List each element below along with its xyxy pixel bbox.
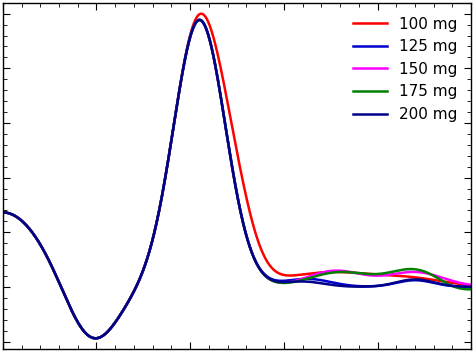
175 mg	[369, 272, 375, 276]
175 mg	[0, 210, 6, 214]
150 mg	[455, 280, 461, 284]
175 mg	[455, 286, 461, 290]
Line: 175 mg: 175 mg	[3, 20, 471, 338]
100 mg	[199, 12, 204, 16]
175 mg	[228, 158, 234, 163]
100 mg	[24, 224, 29, 228]
125 mg	[216, 82, 221, 86]
125 mg	[0, 210, 6, 214]
100 mg	[216, 56, 221, 61]
150 mg	[468, 283, 474, 287]
175 mg	[455, 286, 461, 290]
125 mg	[197, 18, 202, 22]
150 mg	[216, 82, 221, 86]
175 mg	[216, 82, 221, 86]
175 mg	[24, 224, 29, 228]
175 mg	[93, 336, 99, 340]
150 mg	[93, 336, 99, 340]
125 mg	[455, 284, 461, 289]
100 mg	[369, 272, 375, 276]
100 mg	[228, 119, 234, 123]
200 mg	[228, 158, 234, 163]
150 mg	[228, 158, 234, 163]
Line: 125 mg: 125 mg	[3, 20, 471, 338]
100 mg	[93, 336, 99, 340]
Line: 150 mg: 150 mg	[3, 20, 471, 338]
200 mg	[455, 284, 461, 289]
200 mg	[24, 224, 29, 228]
200 mg	[93, 336, 99, 340]
200 mg	[468, 285, 474, 289]
175 mg	[468, 287, 474, 291]
100 mg	[0, 210, 6, 214]
200 mg	[0, 210, 6, 214]
Legend: 100 mg, 125 mg, 150 mg, 175 mg, 200 mg: 100 mg, 125 mg, 150 mg, 175 mg, 200 mg	[347, 11, 464, 128]
200 mg	[216, 82, 221, 86]
125 mg	[24, 224, 29, 228]
100 mg	[468, 283, 474, 287]
100 mg	[455, 282, 461, 286]
125 mg	[468, 285, 474, 289]
175 mg	[197, 18, 202, 22]
100 mg	[455, 282, 461, 286]
125 mg	[93, 336, 99, 340]
125 mg	[369, 284, 375, 288]
125 mg	[228, 158, 234, 163]
200 mg	[455, 284, 461, 289]
150 mg	[455, 280, 461, 284]
150 mg	[24, 224, 29, 228]
125 mg	[455, 284, 461, 289]
150 mg	[369, 274, 375, 278]
200 mg	[197, 18, 202, 22]
200 mg	[369, 284, 375, 288]
Line: 100 mg: 100 mg	[3, 14, 471, 338]
150 mg	[197, 18, 202, 22]
Line: 200 mg: 200 mg	[3, 20, 471, 338]
150 mg	[0, 210, 6, 214]
